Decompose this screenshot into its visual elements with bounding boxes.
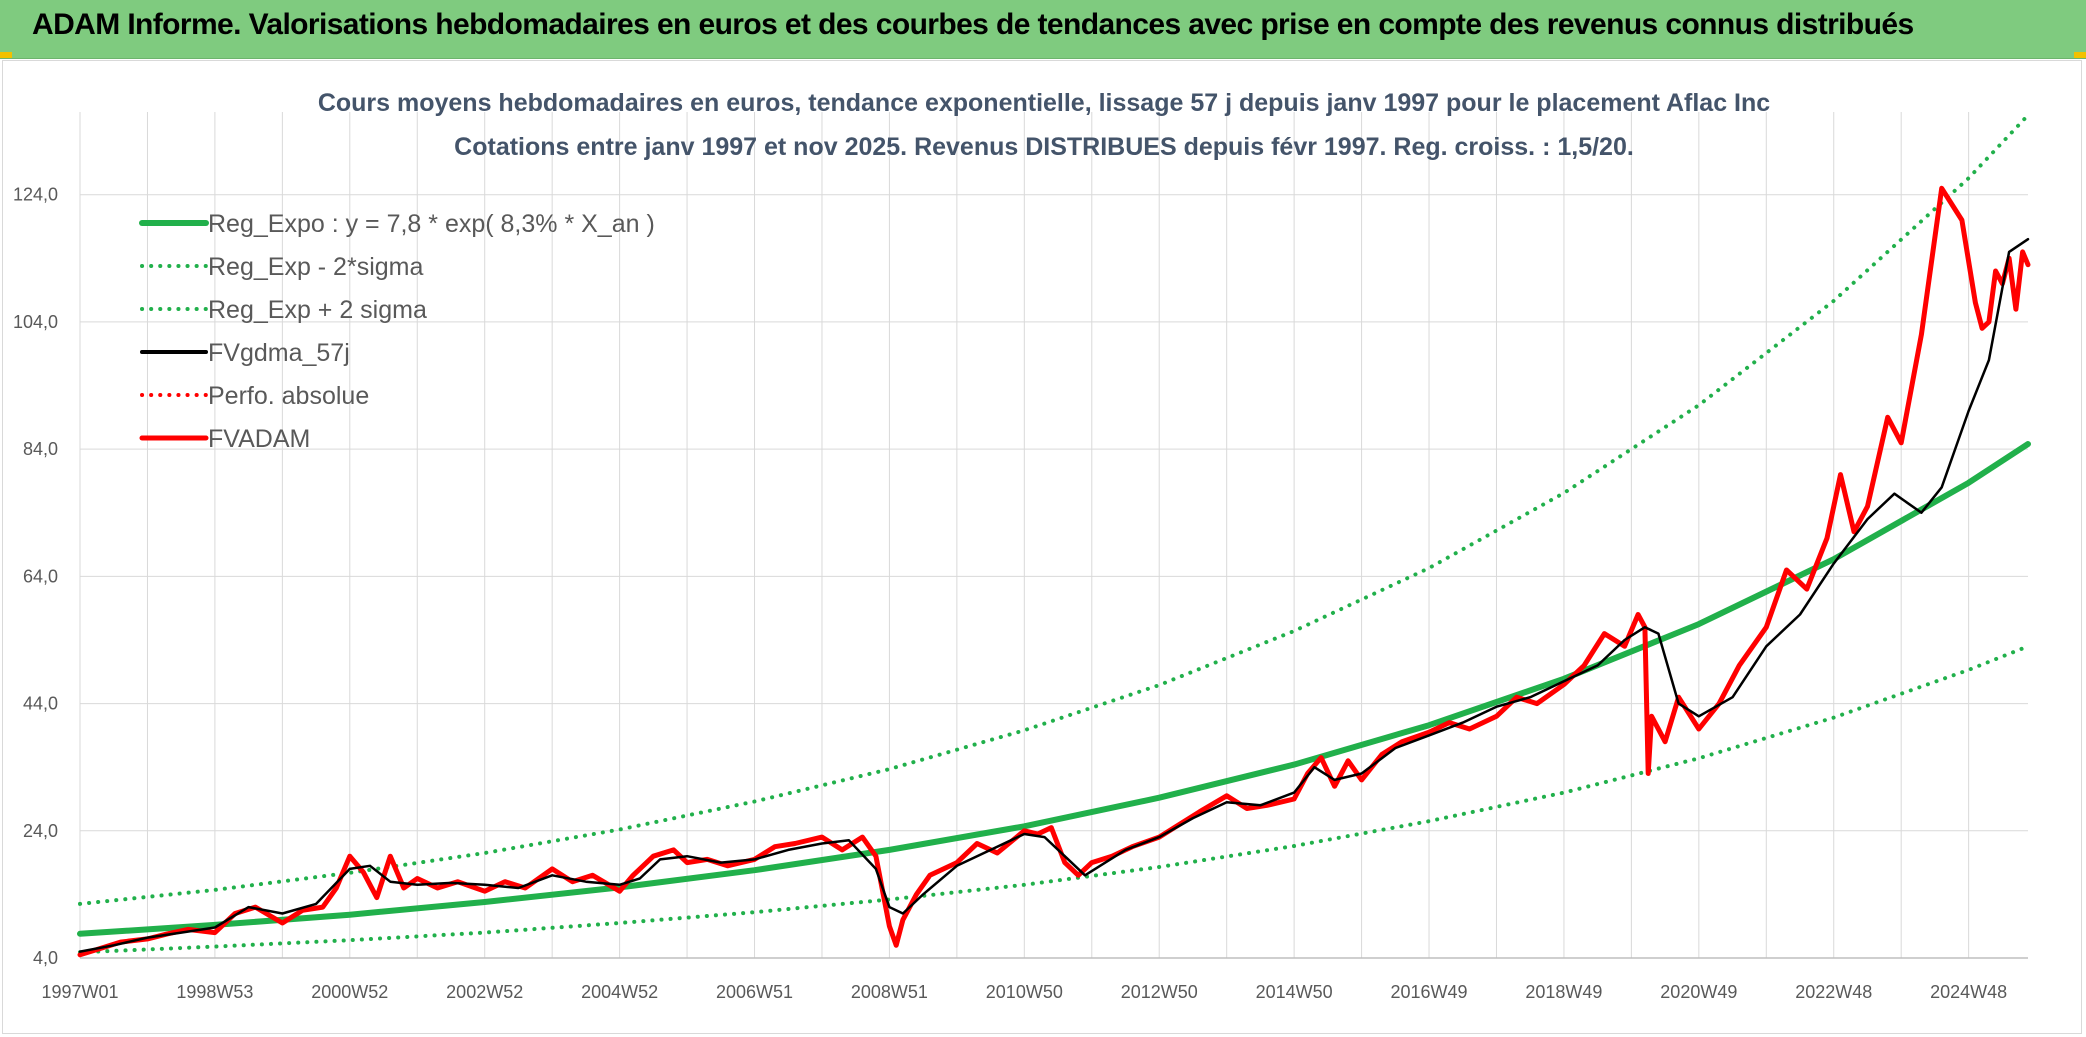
series-layer (77, 113, 2031, 958)
y-tick-label: 64,0 (23, 566, 58, 586)
legend-label: FVADAM (208, 425, 310, 453)
x-tick-label: 2008W51 (851, 982, 928, 1002)
axis-layer: 4,0 24,0 44,0 64,0 84,0 104,0 124,0 1997W01 1998… (13, 185, 2028, 1002)
x-tick-label: 1997W01 (41, 982, 118, 1002)
report-title: ADAM Informe. Valorisations hebdomadaire… (32, 8, 1914, 41)
x-tick-label: 2006W51 (716, 982, 793, 1002)
y-tick-label: 104,0 (13, 312, 58, 332)
y-tick-label: 84,0 (23, 439, 58, 459)
series-line-reg-expo (77, 441, 2031, 937)
x-tick-label: 2010W50 (986, 982, 1063, 1002)
chart-title-line-2: Cotations entre janv 1997 et nov 2025. R… (454, 133, 1634, 161)
x-tick-label: 2020W49 (1660, 982, 1737, 1002)
x-tick-label: 2014W50 (1256, 982, 1333, 1002)
series-line-fvadam (77, 185, 2031, 958)
y-tick-label: 44,0 (23, 694, 58, 714)
corner-marker-left (0, 52, 12, 58)
legend-label: Reg_Expo : y = 7,8 * exp( 8,3% * X_an ) (208, 210, 655, 238)
chart-title-line-1: Cours moyens hebdomadaires en euros, ten… (318, 89, 1770, 117)
legend-label: FVgdma_57j (208, 339, 350, 367)
x-tick-label: 2024W48 (1930, 982, 2007, 1002)
x-tick-label: 2004W52 (581, 982, 658, 1002)
y-tick-label: 24,0 (23, 821, 58, 841)
y-tick-label: 124,0 (13, 185, 58, 205)
x-tick-label: 2018W49 (1525, 982, 1602, 1002)
report-banner: ADAM Informe. Valorisations hebdomadaire… (0, 0, 2086, 59)
legend-label: Reg_Exp - 2*sigma (208, 253, 423, 281)
x-tick-label: 2016W49 (1390, 982, 1467, 1002)
chart-frame (2, 60, 2082, 1034)
corner-marker-right (2074, 52, 2086, 58)
chart-legend: Reg_Expo : y = 7,8 * exp( 8,3% * X_an ) R… (139, 210, 655, 453)
x-tick-label: 2022W48 (1795, 982, 1872, 1002)
x-tick-label: 2012W50 (1121, 982, 1198, 1002)
x-tick-label: 2000W52 (311, 982, 388, 1002)
series-line-reg-minus-2sigma (78, 644, 2030, 955)
series-line-fvgdma-57j (78, 237, 2030, 953)
x-tick-label: 2002W52 (446, 982, 523, 1002)
legend-label: Perfo. absolue (208, 382, 369, 410)
legend-label: Reg_Exp + 2 sigma (208, 296, 427, 324)
y-tick-label: 4,0 (33, 948, 58, 968)
x-tick-label: 1998W53 (176, 982, 253, 1002)
